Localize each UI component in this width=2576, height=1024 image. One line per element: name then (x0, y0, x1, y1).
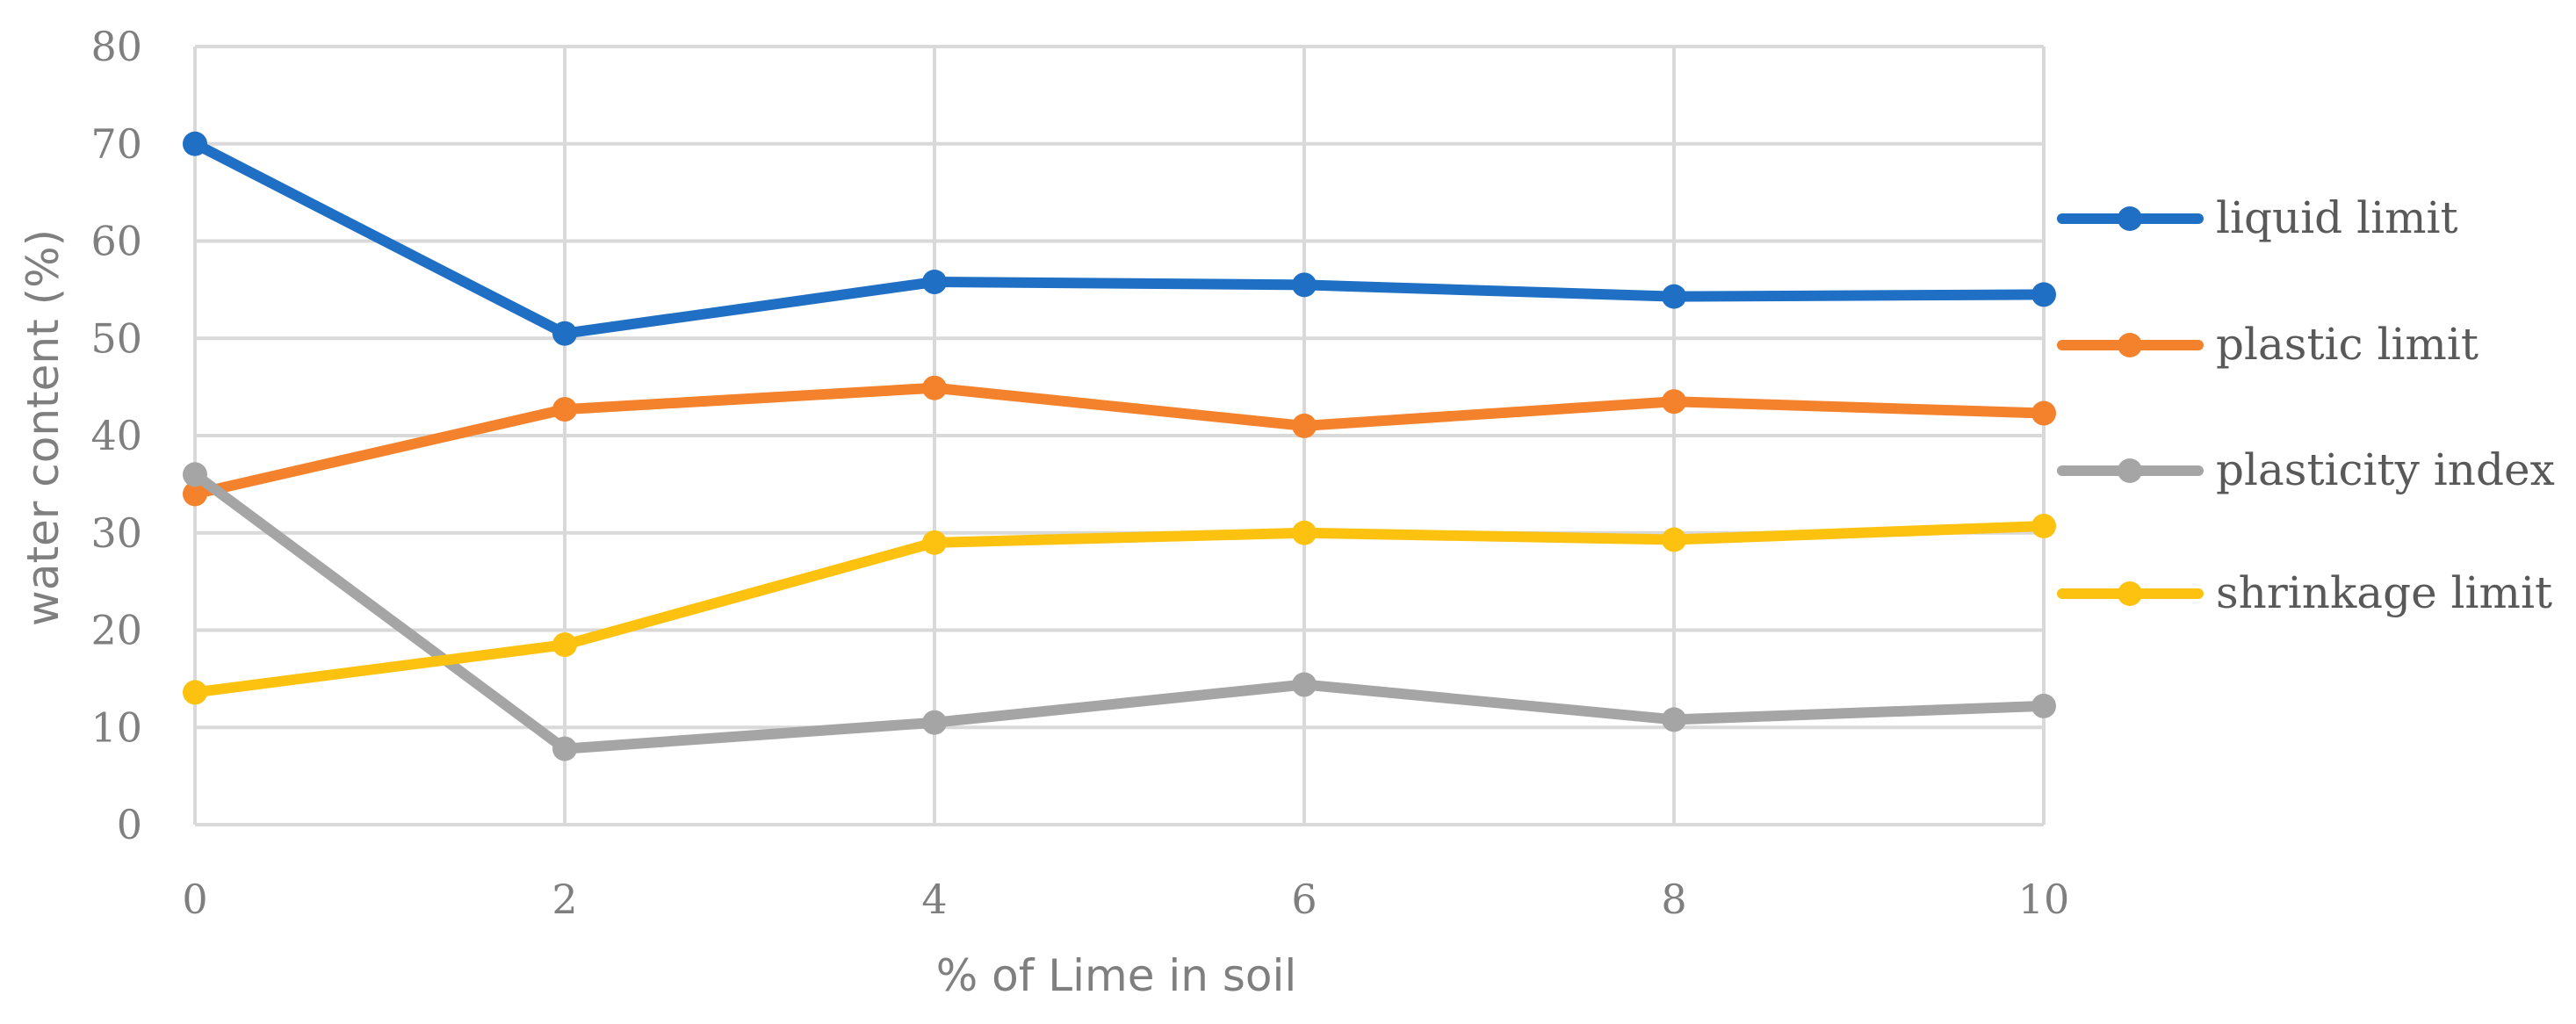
legend-entry: liquid limit (2057, 192, 2458, 243)
data-point (2031, 400, 2056, 426)
series-line (190, 382, 2049, 500)
x-tick-label: 6 (1291, 876, 1317, 923)
data-point (922, 375, 947, 400)
legend-label: plasticity index (2216, 444, 2555, 495)
legend-marker (2118, 581, 2142, 606)
y-tick-label: 20 (90, 607, 142, 654)
legend-label: liquid limit (2216, 192, 2458, 243)
data-point (922, 710, 947, 735)
legend-marker (2118, 206, 2142, 231)
data-point (183, 680, 207, 705)
legend-entry: plasticity index (2057, 444, 2555, 495)
series-group (183, 131, 2056, 346)
y-tick-label: 40 (90, 412, 142, 459)
data-point (1292, 672, 1317, 697)
legend-entry: plastic limit (2057, 319, 2479, 370)
data-point (1292, 413, 1317, 438)
data-point (922, 530, 947, 555)
data-point (922, 270, 947, 295)
x-tick-label: 2 (552, 876, 577, 923)
y-axis-title: water content (%) (18, 229, 69, 626)
x-tick-label: 10 (2018, 876, 2070, 923)
data-point (183, 481, 207, 507)
data-point (552, 632, 577, 658)
legend: liquid limit plastic limit plasticity inde… (2057, 192, 2555, 618)
x-tick-label: 0 (182, 876, 207, 923)
y-tick-label: 60 (90, 218, 142, 265)
series-group (183, 513, 2056, 705)
legend-entry: shrinkage limit (2057, 567, 2552, 618)
series-line (190, 138, 2049, 339)
data-point (1662, 284, 1686, 309)
x-tick-label: 4 (921, 876, 947, 923)
data-point (2031, 513, 2056, 538)
data-point (183, 462, 207, 487)
x-tick-label: 8 (1661, 876, 1686, 923)
y-tick-label: 30 (90, 509, 142, 557)
legend-marker (2118, 333, 2142, 357)
data-point (183, 131, 207, 156)
data-point (1662, 389, 1686, 415)
y-tick-label: 50 (90, 314, 142, 362)
data-point (2031, 282, 2056, 307)
legend-marker (2118, 458, 2142, 483)
series-group (183, 375, 2056, 507)
data-point (552, 321, 577, 346)
series-line (190, 469, 2049, 754)
data-point (552, 397, 577, 422)
y-tick-label: 80 (90, 23, 142, 70)
axis-layer: 0 10 20 30 40 50 60 70 80 0 2 4 6 8 10 (90, 23, 2069, 923)
y-tick-label: 70 (90, 120, 142, 168)
legend-label: shrinkage limit (2216, 567, 2552, 618)
series-line (190, 520, 2049, 698)
data-point (552, 736, 577, 761)
legend-label: plastic limit (2216, 319, 2479, 370)
series-layer (183, 131, 2056, 761)
data-point (2031, 693, 2056, 718)
y-tick-label: 10 (90, 703, 142, 751)
data-point (1662, 707, 1686, 732)
data-point (1662, 527, 1686, 552)
data-point (1292, 272, 1317, 298)
x-axis-title: % of Lime in soil (936, 950, 1297, 1001)
series-group (183, 462, 2056, 761)
y-tick-label: 0 (117, 801, 142, 848)
data-point (1292, 520, 1317, 545)
